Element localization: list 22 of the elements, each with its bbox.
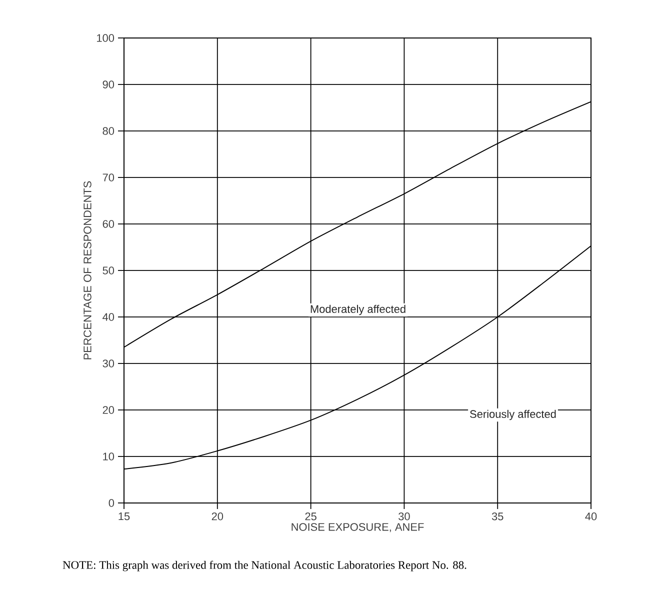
x-tick-label: 15 [118, 512, 130, 520]
y-tick-label: 100 [97, 34, 114, 42]
x-tick-label: 35 [492, 512, 504, 520]
y-tick-label: 40 [102, 313, 114, 321]
y-tick-label: 20 [102, 406, 114, 414]
y-tick-label: 50 [102, 266, 114, 274]
y-tick-label: 30 [102, 360, 114, 368]
x-tick-label: 20 [212, 512, 224, 520]
y-tick-label: 70 [102, 174, 114, 182]
text: NOTE: This graph was derived from the National Acoustic Laboratories Report No. 88. [62, 560, 466, 572]
annotation: Moderately affected [310, 304, 406, 316]
y-tick-label: 90 [102, 80, 114, 88]
x-tick-label: 30 [398, 512, 410, 520]
annotation: Seriously affected [470, 410, 556, 420]
y-tick-label: 80 [102, 127, 114, 135]
x-tick-label: 25 [305, 512, 316, 520]
x-axis-title: NOISE EXPOSURE, ANEF [292, 523, 424, 532]
x-tick-label: 40 [585, 512, 597, 520]
y-tick-label: 60 [102, 220, 114, 228]
y-axis-title: PERCENTAGE OF RESPONDENTS [84, 181, 92, 360]
y-tick-label: 10 [103, 452, 114, 460]
y-tick-label: 0 [108, 499, 114, 507]
